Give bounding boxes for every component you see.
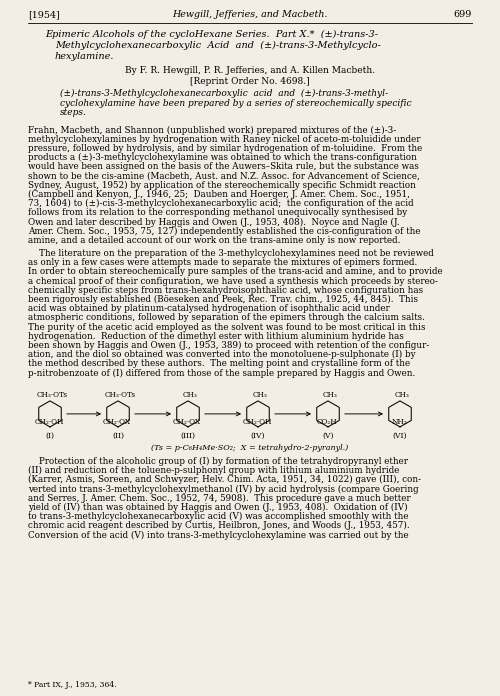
Text: In order to obtain stereochemically pure samples of the trans-acid and amine, an: In order to obtain stereochemically pure… xyxy=(28,267,442,276)
Text: CH₃: CH₃ xyxy=(182,391,198,399)
Text: (II): (II) xyxy=(112,432,124,440)
Text: Conversion of the acid (V) into trans-3-methylcyclohexylamine was carried out by: Conversion of the acid (V) into trans-3-… xyxy=(28,530,408,539)
Text: products a (±)-3-methylcyclohexylamine was obtained to which the trans-configura: products a (±)-3-methylcyclohexylamine w… xyxy=(28,153,417,162)
Text: been shown by Haggis and Owen (J., 1953, 389) to proceed with retention of the c: been shown by Haggis and Owen (J., 1953,… xyxy=(28,341,429,350)
Text: CH₃·OTs: CH₃·OTs xyxy=(36,391,68,399)
Text: Protection of the alcoholic group of (I) by formation of the tetrahydropyranyl e: Protection of the alcoholic group of (I)… xyxy=(28,457,408,466)
Text: (Karrer, Asmis, Soreen, and Schwyzer, Helv. Chim. Acta, 1951, 34, 1022) gave (II: (Karrer, Asmis, Soreen, and Schwyzer, He… xyxy=(28,475,421,484)
Text: CH₃: CH₃ xyxy=(394,391,409,399)
Text: amine, and a detailed account of our work on the trans-amine only is now reporte: amine, and a detailed account of our wor… xyxy=(28,236,400,245)
Text: Hewgill, Jefferies, and Macbeth.: Hewgill, Jefferies, and Macbeth. xyxy=(172,10,328,19)
Text: (Campbell and Kenyon, J., 1946, 25;  Dauben and Hoerger, J. Amer. Chem. Soc., 19: (Campbell and Kenyon, J., 1946, 25; Daub… xyxy=(28,190,410,199)
Text: shown to be the cis-amine (Macbeth, Aust. and N.Z. Assoc. for Advancement of Sci: shown to be the cis-amine (Macbeth, Aust… xyxy=(28,171,420,180)
Text: methylcyclohexylamines by hydrogenation with Raney nickel of aceto-m-toluidide u: methylcyclohexylamines by hydrogenation … xyxy=(28,135,420,143)
Text: (II) and reduction of the toluene-p-sulphonyl group with lithium aluminium hydri: (II) and reduction of the toluene-p-sulp… xyxy=(28,466,400,475)
Text: Frahn, Macbeth, and Shannon (unpublished work) prepared mixtures of the (±)-3-: Frahn, Macbeth, and Shannon (unpublished… xyxy=(28,125,396,134)
Text: atmospheric conditions, followed by separation of the epimers through the calciu: atmospheric conditions, followed by sepa… xyxy=(28,313,425,322)
Text: Amer. Chem. Soc., 1953, 75, 127) independently established the cis-configuration: Amer. Chem. Soc., 1953, 75, 127) indepen… xyxy=(28,227,420,236)
Text: Owen and later described by Haggis and Owen (J., 1953, 408).  Noyce and Nagle (J: Owen and later described by Haggis and O… xyxy=(28,217,400,227)
Text: CH₂·OH: CH₂·OH xyxy=(242,418,272,426)
Text: CH₃·OTs: CH₃·OTs xyxy=(104,391,136,399)
Text: pressure, followed by hydrolysis, and by similar hydrogenation of m-toluidine.  : pressure, followed by hydrolysis, and by… xyxy=(28,144,422,153)
Text: CH₂·OH: CH₂·OH xyxy=(34,418,64,426)
Text: (±)-trans-3-Methylcyclohexanecarboxylic  acid  and  (±)-trans-3-methyl-: (±)-trans-3-Methylcyclohexanecarboxylic … xyxy=(60,89,388,98)
Text: NH₂: NH₂ xyxy=(391,418,407,426)
Text: acid was obtained by platinum-catalysed hydrogenation of isophthalic acid under: acid was obtained by platinum-catalysed … xyxy=(28,304,390,313)
Text: (III): (III) xyxy=(180,432,196,440)
Text: [1954]: [1954] xyxy=(28,10,60,19)
Text: (VI): (VI) xyxy=(393,432,407,440)
Text: CO₂H: CO₂H xyxy=(316,418,338,426)
Text: Sydney, August, 1952) by application of the stereochemically specific Schmidt re: Sydney, August, 1952) by application of … xyxy=(28,181,416,190)
Text: steps.: steps. xyxy=(60,108,87,117)
Text: yield of (IV) than was obtained by Haggis and Owen (J., 1953, 408).  Oxidation o: yield of (IV) than was obtained by Haggi… xyxy=(28,503,407,512)
Text: follows from its relation to the corresponding methanol unequivocally synthesise: follows from its relation to the corresp… xyxy=(28,208,407,217)
Text: to trans-3-methylcyclohexanecarboxylic acid (V) was accomplished smoothly with t: to trans-3-methylcyclohexanecarboxylic a… xyxy=(28,512,408,521)
Text: By F. R. Hewgill, P. R. Jefferies, and A. Killen Macbeth.: By F. R. Hewgill, P. R. Jefferies, and A… xyxy=(125,66,375,75)
Text: The literature on the preparation of the 3-methylcyclohexylamines need not be re: The literature on the preparation of the… xyxy=(28,249,434,258)
Text: 73, 1604) to (±)-cis-3-methylcyclohexanecarboxylic acid;  the configuration of t: 73, 1604) to (±)-cis-3-methylcyclohexane… xyxy=(28,199,413,208)
Text: CH₂·OX: CH₂·OX xyxy=(103,418,131,426)
Text: verted into trans-3-methylcyclohexylmethanol (IV) by acid hydrolysis (compare Go: verted into trans-3-methylcyclohexylmeth… xyxy=(28,484,418,493)
Text: p-nitrobenzoate of (I) differed from those of the sample prepared by Haggis and : p-nitrobenzoate of (I) differed from tho… xyxy=(28,369,415,378)
Text: * Part IX, J., 1953, 364.: * Part IX, J., 1953, 364. xyxy=(28,681,117,689)
Text: would have been assigned on the basis of the Auwers–Skita rule, but the substanc: would have been assigned on the basis of… xyxy=(28,162,419,171)
Text: (I): (I) xyxy=(46,432,54,440)
Text: chromic acid reagent described by Curtis, Heilbron, Jones, and Woods (J., 1953, : chromic acid reagent described by Curtis… xyxy=(28,521,409,530)
Text: as only in a few cases were attempts made to separate the mixtures of epimers fo: as only in a few cases were attempts mad… xyxy=(28,258,417,267)
Text: (V): (V) xyxy=(322,432,334,440)
Text: The purity of the acetic acid employed as the solvent was found to be most criti: The purity of the acetic acid employed a… xyxy=(28,323,425,332)
Text: been rigorously established (Böeseken and Peek, Rec. Trav. chim., 1925, 44, 845): been rigorously established (Böeseken an… xyxy=(28,295,418,304)
Text: hexylamine.: hexylamine. xyxy=(55,52,114,61)
Text: Methylcyclohexanecarboxylic  Acid  and  (±)-trans-3-Methylcyclo-: Methylcyclohexanecarboxylic Acid and (±)… xyxy=(55,41,381,50)
Text: and Serres, J. Amer. Chem. Soc., 1952, 74, 5908).  This procedure gave a much be: and Serres, J. Amer. Chem. Soc., 1952, 7… xyxy=(28,493,410,503)
Text: cyclohexylamine have been prepared by a series of stereochemically specific: cyclohexylamine have been prepared by a … xyxy=(60,99,412,107)
Text: a chemical proof of their configuration, we have used a synthesis which proceeds: a chemical proof of their configuration,… xyxy=(28,277,438,285)
Text: CH₂·OX: CH₂·OX xyxy=(173,418,201,426)
Text: hydrogenation.  Reduction of the dimethyl ester with lithium aluminium hydride h: hydrogenation. Reduction of the dimethyl… xyxy=(28,332,404,341)
Text: (Ts = p-C₆H₄Me·SO₂;  X = tetrahydro-2-pyranyl.): (Ts = p-C₆H₄Me·SO₂; X = tetrahydro-2-pyr… xyxy=(152,444,348,452)
Text: Epimeric Alcohols of the cycloHexane Series.  Part X.*  (±)-trans-3-: Epimeric Alcohols of the cycloHexane Ser… xyxy=(45,30,378,39)
Text: the method described by these authors.  The melting point and crystalline form o: the method described by these authors. T… xyxy=(28,360,410,368)
Text: chemically specific steps from trans-hexahydroisophthalic acid, whose configurat: chemically specific steps from trans-hex… xyxy=(28,286,423,295)
Text: [Reprint Order No. 4698.]: [Reprint Order No. 4698.] xyxy=(190,77,310,86)
Text: CH₃: CH₃ xyxy=(252,391,268,399)
Text: ation, and the diol so obtained was converted into the monotoluene-p-sulphonate : ation, and the diol so obtained was conv… xyxy=(28,350,415,359)
Text: 699: 699 xyxy=(454,10,472,19)
Text: CH₃: CH₃ xyxy=(322,391,338,399)
Text: (IV): (IV) xyxy=(251,432,265,440)
